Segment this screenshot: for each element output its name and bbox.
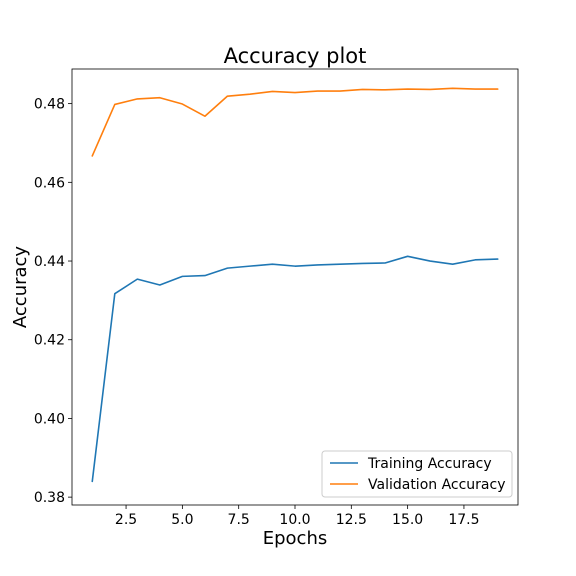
plot-frame bbox=[71, 68, 519, 506]
legend: Training Accuracy Validation Accuracy bbox=[321, 450, 513, 498]
x-tick-label: 2.5 bbox=[115, 512, 137, 528]
y-axis-label: Accuracy bbox=[10, 246, 31, 329]
legend-box bbox=[321, 450, 513, 498]
plot-area bbox=[71, 68, 519, 506]
y-axis-ticks: 0.38 0.40 0.42 0.44 0.46 0.48 bbox=[34, 97, 72, 506]
x-tick-label: 15.0 bbox=[392, 512, 423, 528]
x-axis-label: Epochs bbox=[263, 528, 328, 549]
y-tick-label: 0.46 bbox=[34, 175, 65, 191]
y-tick-label: 0.48 bbox=[34, 97, 65, 113]
x-tick-label: 17.5 bbox=[448, 512, 479, 528]
y-tick-label: 0.38 bbox=[34, 490, 65, 506]
x-tick-label: 10.0 bbox=[279, 512, 310, 528]
validation-accuracy-line bbox=[91, 87, 499, 157]
training-accuracy-line bbox=[91, 255, 499, 483]
x-tick-label: 12.5 bbox=[336, 512, 367, 528]
y-tick-label: 0.42 bbox=[34, 333, 65, 349]
x-tick-label: 5.0 bbox=[171, 512, 193, 528]
legend-label-training: Training Accuracy bbox=[367, 456, 492, 472]
x-axis-ticks: 2.5 5.0 7.5 10.0 12.5 15.0 17.5 bbox=[115, 505, 480, 528]
chart-title: Accuracy plot bbox=[224, 44, 367, 68]
x-tick-label: 7.5 bbox=[228, 512, 250, 528]
legend-label-validation: Validation Accuracy bbox=[368, 477, 506, 493]
y-tick-label: 0.40 bbox=[34, 411, 65, 427]
y-tick-label: 0.44 bbox=[34, 254, 65, 270]
series-layer bbox=[91, 87, 499, 483]
